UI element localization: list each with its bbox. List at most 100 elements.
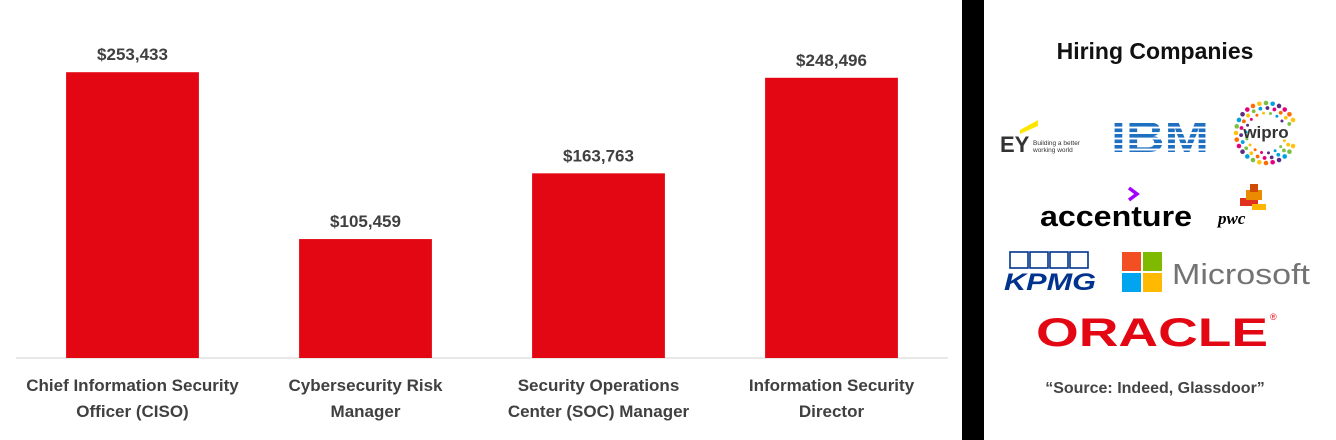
wipro-dot <box>1273 149 1277 153</box>
salary-bar-chart: $253,433 Chief Information Security Office… <box>16 45 948 421</box>
wipro-dot <box>1282 139 1286 143</box>
wipro-dot <box>1234 124 1240 129</box>
wipro-dot <box>1244 146 1249 151</box>
wipro-dot <box>1270 159 1275 165</box>
wipro-dot <box>1283 115 1288 120</box>
labels-group: $253,433 Chief Information Security Office… <box>26 45 914 421</box>
wipro-dot <box>1276 103 1282 109</box>
source-note: “Source: Indeed, Glassdoor” <box>1045 380 1265 397</box>
wipro-dot <box>1276 152 1281 157</box>
value-label-0: $253,433 <box>97 45 168 64</box>
wipro-dot <box>1244 130 1248 134</box>
wipro-dot <box>1279 145 1283 149</box>
svg-text:IBM: IBM <box>1111 113 1209 156</box>
wipro-dot <box>1250 103 1256 109</box>
hiring-companies-title: Hiring Companies <box>1056 38 1254 64</box>
wipro-dot <box>1246 123 1250 127</box>
wipro-dot <box>1263 100 1269 106</box>
category-label-2-0: Security Operations <box>518 376 680 395</box>
wipro-dot <box>1245 137 1249 141</box>
svg-text:KPMG: KPMG <box>1004 269 1096 294</box>
category-label-2-1: Center (SOC) Manager <box>508 402 690 421</box>
wipro-dot <box>1233 130 1239 136</box>
value-label-3: $248,496 <box>796 51 867 70</box>
wipro-dot <box>1263 160 1269 166</box>
ey-logo: EY Building a better working world <box>1000 120 1081 156</box>
category-label-1-0: Cybersecurity Risk <box>288 376 443 395</box>
wipro-dot <box>1290 143 1296 149</box>
bar-3 <box>765 77 898 359</box>
category-label-3-1: Director <box>799 402 865 421</box>
svg-text:ORACLE: ORACLE <box>1036 311 1268 352</box>
bar-1 <box>299 239 432 358</box>
wipro-dot <box>1260 150 1264 154</box>
wipro-dot <box>1255 113 1259 117</box>
accenture-logo: accenture <box>1040 186 1192 230</box>
wipro-dot <box>1240 149 1245 155</box>
wipro-dot <box>1280 119 1284 123</box>
category-label-0-1: Officer (CISO) <box>76 402 188 421</box>
oracle-logo: ORACLE ® <box>1036 311 1277 352</box>
category-label-0-0: Chief Information Security <box>26 376 239 395</box>
wipro-dot <box>1287 111 1292 117</box>
pwc-logo: pwc <box>1216 184 1266 228</box>
value-label-1: $105,459 <box>330 212 401 231</box>
wipro-dot <box>1234 137 1240 142</box>
wipro-dot <box>1249 117 1253 121</box>
svg-text:EY: EY <box>1000 132 1030 156</box>
wipro-dot <box>1272 107 1277 112</box>
wipro-dot <box>1282 148 1286 153</box>
wipro-dot <box>1244 107 1250 112</box>
ibm-logo: IBM <box>1111 113 1209 156</box>
wipro-dot <box>1258 106 1263 111</box>
wipro-dot <box>1239 126 1244 130</box>
wipro-dot <box>1249 151 1254 156</box>
wipro-dot <box>1248 143 1252 147</box>
wipro-dot <box>1282 154 1288 159</box>
svg-text:working world: working world <box>1032 147 1073 154</box>
wipro-dot <box>1236 117 1242 123</box>
category-label-3-0: Information Security <box>749 376 915 395</box>
value-label-2: $163,763 <box>563 146 634 165</box>
wipro-dot <box>1269 155 1274 160</box>
hiring-companies-panel: Hiring Companies EY Building a better wo… <box>984 0 1336 440</box>
wipro-dot <box>1287 122 1292 126</box>
wipro-dot <box>1257 159 1262 165</box>
wipro-dot <box>1239 133 1243 138</box>
wipro-dot <box>1262 111 1266 115</box>
wipro-logo: wipro <box>1233 100 1296 166</box>
wipro-dot <box>1278 110 1283 115</box>
wipro-dot <box>1262 156 1267 160</box>
wipro-dot <box>1246 113 1250 118</box>
svg-text:pwc: pwc <box>1216 209 1246 228</box>
wipro-dot <box>1253 148 1257 152</box>
wipro-dot <box>1257 101 1262 107</box>
wipro-dot <box>1266 151 1270 155</box>
kpmg-logo: KPMG <box>1004 251 1096 294</box>
wipro-dot <box>1236 143 1242 149</box>
svg-text:®: ® <box>1270 312 1277 322</box>
wipro-dot <box>1270 101 1275 107</box>
wipro-dot <box>1241 119 1246 124</box>
bar-2 <box>532 173 665 358</box>
wipro-dot <box>1282 107 1288 112</box>
category-label-1-1: Manager <box>331 402 401 421</box>
wipro-dot <box>1275 114 1279 118</box>
wipro-dot <box>1250 157 1256 163</box>
divider-bar <box>962 0 984 440</box>
wipro-dot <box>1255 154 1260 159</box>
bar-0 <box>66 72 199 358</box>
microsoft-logo: Microsoft <box>1122 252 1310 292</box>
wipro-dot <box>1287 149 1292 155</box>
svg-text:wipro: wipro <box>1242 123 1288 142</box>
wipro-dot <box>1244 154 1250 159</box>
wipro-dot <box>1251 109 1256 114</box>
wipro-dot <box>1276 157 1282 163</box>
svg-text:Building a better: Building a better <box>1033 140 1081 147</box>
svg-text:accenture: accenture <box>1040 201 1192 230</box>
wipro-dot <box>1286 142 1291 147</box>
bars-group <box>66 72 898 359</box>
wipro-dot <box>1265 106 1270 110</box>
wipro-dot <box>1268 112 1272 116</box>
wipro-dot <box>1240 111 1245 117</box>
